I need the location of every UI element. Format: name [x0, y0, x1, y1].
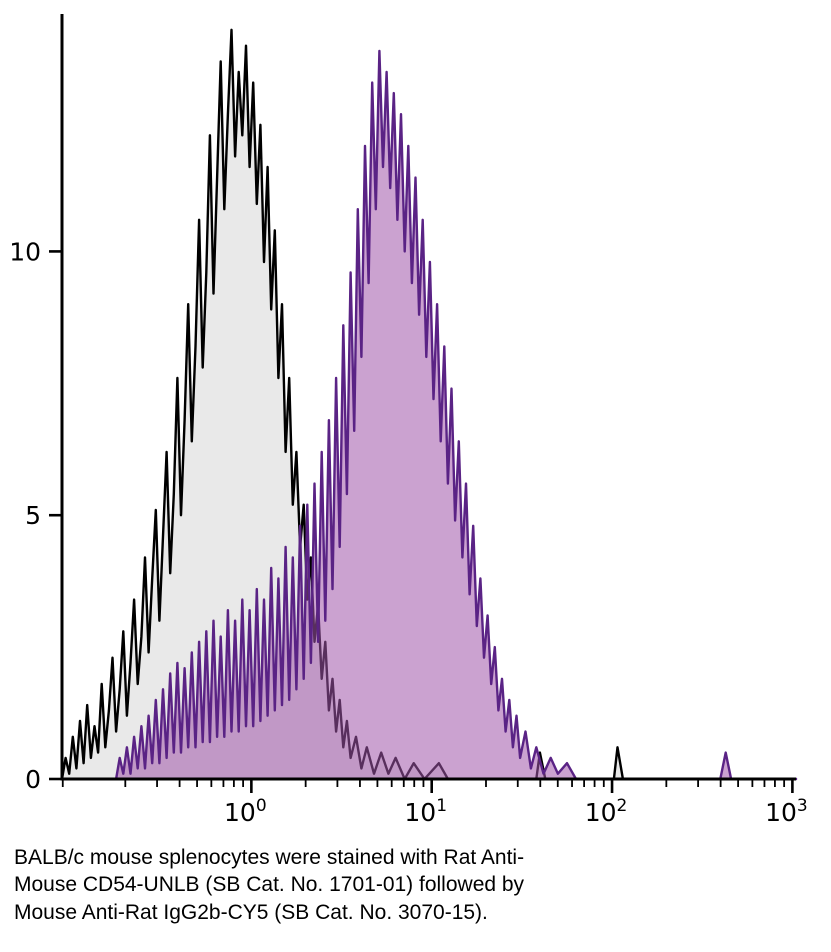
y-tick-label: 5 [25, 501, 41, 530]
caption-line: BALB/c mouse splenocytes were stained wi… [14, 846, 525, 869]
x-tick-exponent: 3 [797, 796, 808, 816]
caption-line: Mouse CD54-UNLB (SB Cat. No. 1701-01) fo… [14, 873, 525, 897]
x-tick-label: 103 [765, 796, 808, 827]
x-tick-label: 102 [585, 796, 628, 827]
figure-caption: BALB/c mouse splenocytes were stained wi… [14, 844, 614, 926]
x-tick-label: 100 [224, 796, 267, 827]
x-tick-exponent: 2 [617, 796, 628, 816]
y-tick-label: 10 [9, 237, 41, 266]
series-line-cd54-cy5-stained [114, 49, 798, 781]
caption-line: Mouse Anti-Rat IgG2b-CY5 (SB Cat. No. 30… [14, 900, 488, 924]
series-fill-control-unstained [62, 29, 796, 780]
y-tick-label: 0 [25, 765, 41, 794]
x-tick-exponent: 0 [256, 796, 267, 816]
x-tick-exponent: 1 [436, 796, 447, 816]
x-tick-label: 101 [404, 796, 447, 827]
